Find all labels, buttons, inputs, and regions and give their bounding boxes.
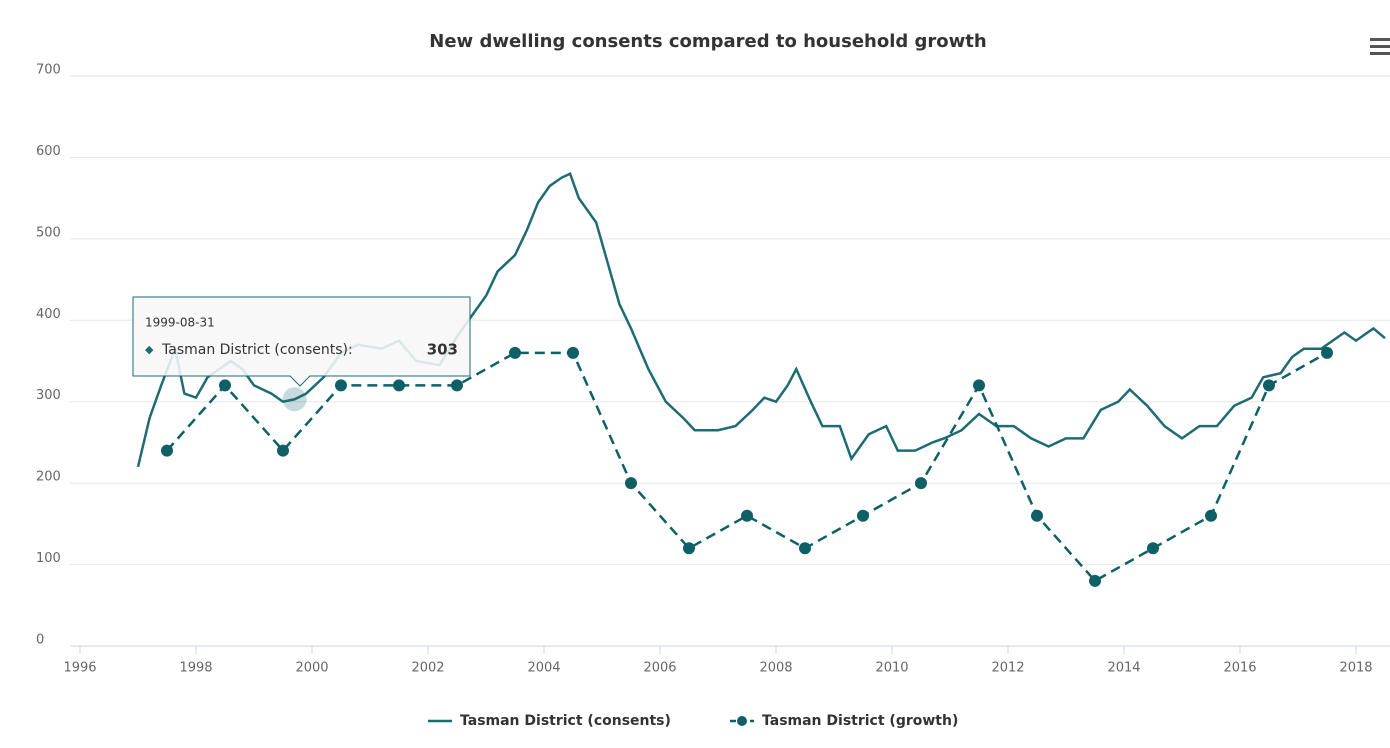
x-tick-label: 1998	[179, 661, 212, 676]
point	[509, 346, 521, 359]
point	[451, 379, 463, 392]
tooltip-box	[132, 296, 471, 387]
point	[625, 477, 637, 490]
tooltip-series: Tasman District (consents):	[161, 342, 353, 358]
point	[1031, 509, 1043, 522]
series-line	[166, 351, 1328, 583]
legend-label: Tasman District (consents)	[460, 713, 671, 729]
y-tick-label: 500	[36, 225, 61, 240]
point	[567, 346, 579, 359]
point	[741, 509, 753, 522]
x-tick-label: 1996	[63, 661, 96, 676]
y-tick-label: 400	[36, 307, 61, 322]
series-line	[136, 171, 1386, 468]
x-tick-label: 2008	[759, 661, 792, 676]
point	[915, 477, 927, 490]
x-tick-label: 2002	[411, 661, 444, 676]
menu-icon[interactable]	[1370, 38, 1390, 55]
x-tick-label: 2012	[991, 661, 1024, 676]
point	[1089, 574, 1101, 587]
y-tick-label: 0	[36, 633, 44, 648]
legend-marker	[737, 716, 747, 726]
point	[393, 379, 405, 392]
y-tick-label: 600	[36, 144, 61, 159]
point	[277, 444, 289, 457]
menu-bar	[1370, 38, 1390, 41]
tooltip-marker: ◆	[145, 343, 154, 356]
point	[1147, 542, 1159, 555]
y-tick-label: 700	[36, 63, 61, 78]
x-tick-label: 2010	[875, 661, 908, 676]
point	[161, 444, 173, 457]
y-tick-label: 200	[36, 470, 61, 485]
menu-bar	[1370, 52, 1390, 55]
tooltip-date: 1999-08-31	[145, 316, 215, 330]
point	[1205, 509, 1217, 522]
point	[1263, 379, 1275, 392]
point	[1321, 346, 1333, 359]
x-tick-label: 2000	[295, 661, 328, 676]
point	[799, 542, 811, 555]
x-tick-label: 2016	[1223, 661, 1256, 676]
point	[857, 509, 869, 522]
y-tick-label: 300	[36, 388, 61, 403]
chart-title: New dwelling consents compared to househ…	[429, 31, 986, 52]
menu-bar	[1370, 45, 1390, 48]
tooltip: 1999-08-31 ◆ Tasman District (consents): 30…	[132, 296, 471, 387]
y-tick-label: 100	[36, 551, 61, 566]
x-tick-label: 2006	[643, 661, 676, 676]
legend-label: Tasman District (growth)	[762, 713, 958, 729]
point	[683, 542, 695, 555]
x-tick-label: 2014	[1107, 661, 1140, 676]
point	[219, 379, 231, 392]
point	[335, 379, 347, 392]
x-tick-label: 2004	[527, 661, 560, 676]
hover-halo	[282, 387, 307, 412]
tooltip-value: 303	[427, 341, 458, 359]
x-tick-label: 2018	[1339, 661, 1372, 676]
point	[973, 379, 985, 392]
